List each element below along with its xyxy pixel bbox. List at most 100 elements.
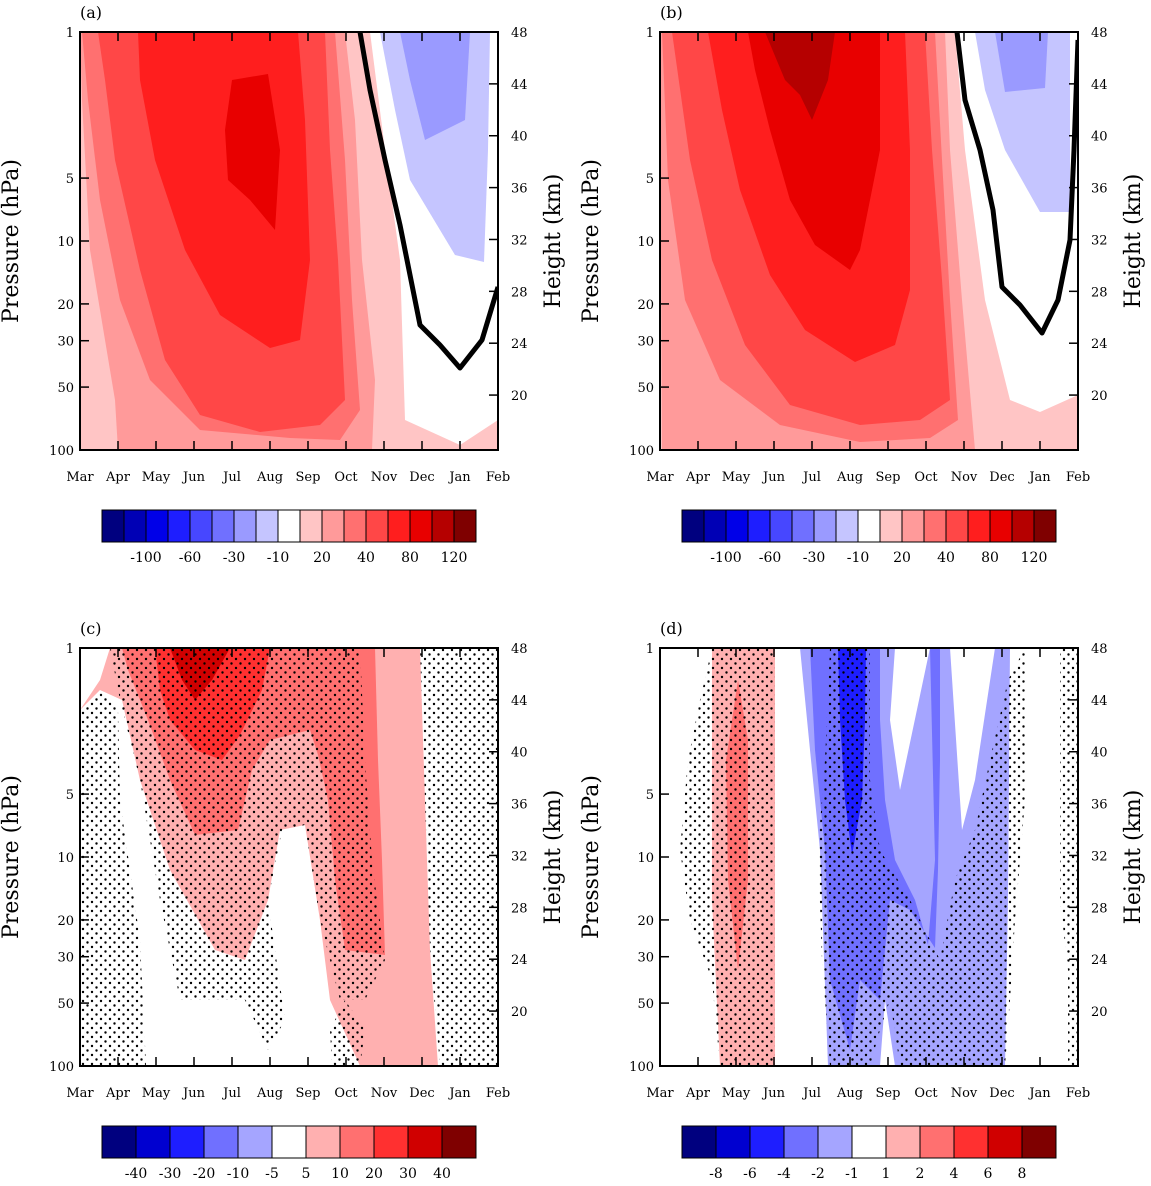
height-tick-label: 44 [1091,694,1108,709]
panel-c-stipple-bottom [330,1000,365,1066]
pressure-tick-label: 5 [66,788,74,803]
height-tick-label: 20 [511,389,528,404]
colorbar-box [299,509,323,543]
colorbar-label: 40 [357,550,375,566]
height-tick-label: 32 [511,233,528,248]
left-axis-label: Pressure (hPa) [579,775,604,939]
colorbar-label: 30 [399,1166,417,1181]
pressure-tick-label: 20 [637,298,654,313]
height-tick-label: 36 [1091,182,1108,197]
colorbar-label: 120 [1021,550,1048,566]
height-tick-label: 28 [511,285,528,300]
height-tick-label: 28 [1091,285,1108,300]
colorbar-label: 6 [984,1166,993,1181]
colorbar-label: -6 [743,1166,757,1181]
x-tick-label: Aug [836,470,863,485]
x-tick-label: Mar [66,1086,94,1101]
x-tick-label: Apr [685,470,711,485]
x-tick-label: Mar [646,470,674,485]
x-tick-label: Dec [409,1086,434,1101]
height-tick-label: 44 [511,694,528,709]
pressure-tick-label: 10 [637,235,654,250]
right-axis-label: Height (km) [541,174,566,309]
colorbar-label: -10 [847,550,870,566]
height-tick-label: 44 [511,78,528,93]
panel-b-field [660,32,1078,450]
colorbar-box [101,509,125,543]
pressure-tick-label: 10 [57,235,74,250]
colorbar-box [783,1125,819,1159]
panel-b-zero-contour [954,32,1078,336]
colorbar-box [387,509,411,543]
colorbar-box [233,509,257,543]
panel-b-label: (b) [660,3,683,22]
height-tick-label: 24 [1091,337,1108,352]
colorbar-label: -20 [193,1166,216,1181]
x-tick-label: Aug [836,1086,863,1101]
colorbar-box [953,1125,989,1159]
colorbar-box [339,1125,375,1159]
colorbar-box [715,1125,751,1159]
pressure-tick-label: 100 [49,1060,74,1075]
colorbar-box [1011,509,1035,543]
height-tick-label: 40 [511,746,528,761]
x-tick-label: Feb [486,1086,510,1101]
panel-b [659,31,1079,451]
colorbar-d: -8 -6 -4 -2 -1 1 2 4 6 8 [681,1125,1057,1182]
x-tick-label: Oct [914,470,938,485]
x-tick-label: Jun [181,470,206,485]
pressure-tick-label: 20 [637,914,654,929]
x-tick-label: Feb [1066,470,1090,485]
left-axis-label: Pressure (hPa) [579,159,604,323]
colorbar-box [145,509,169,543]
axes-layer: (a) Mar Apr May Jun Jul Aug Sep Oct Nov Dec Jan Feb 1… [0,3,1146,1101]
colorbar-box [373,1125,409,1159]
colorbar-box [989,509,1013,543]
colorbar-box [189,509,213,543]
panel-b-neg-10 [975,32,1070,212]
colorbar-box [749,1125,785,1159]
colorbar-label: 4 [950,1166,959,1181]
colorbar-layer: -100 -60 -30 -10 20 40 80 120 -100 -60 -30 -10 20 40 8… [101,509,1057,1182]
pressure-tick-label: 50 [637,381,654,396]
panel-a-zero-contour [357,32,498,371]
height-tick-label: 36 [511,182,528,197]
colorbar-label: 2 [916,1166,925,1181]
panel-d-field [660,648,1078,1066]
x-tick-label: Nov [371,1086,398,1101]
colorbar-box [919,1125,955,1159]
x-tick-label: Dec [409,470,434,485]
x-tick-label: Nov [371,470,398,485]
colorbar-box [409,509,433,543]
colorbar-box [343,509,367,543]
colorbar-box [407,1125,443,1159]
x-tick-label: Jul [221,1086,241,1101]
right-axis-label: Height (km) [1121,174,1146,309]
colorbar-label: 8 [1018,1166,1027,1181]
x-tick-label: Feb [486,470,510,485]
left-axis-label: Pressure (hPa) [0,159,24,323]
x-tick-label: Aug [256,470,283,485]
pressure-tick-label: 10 [57,851,74,866]
panel-c-label: (c) [80,619,101,638]
colorbar-label: 20 [893,550,911,566]
colorbar-box [431,509,455,543]
panel-a-field [80,32,498,450]
colorbar-label: -60 [759,550,782,566]
colorbar-box [901,509,925,543]
panel-a-axes: (a) Mar Apr May Jun Jul Aug Sep Oct Nov Dec Jan Feb 1… [0,3,566,485]
colorbar-b: -100 -60 -30 -10 20 40 80 120 [681,509,1057,566]
x-tick-label: Oct [914,1086,938,1101]
x-tick-label: Apr [685,1086,711,1101]
colorbar-label: 80 [401,550,419,566]
height-tick-label: 48 [511,26,528,41]
height-tick-label: 40 [511,130,528,145]
colorbar-box [255,509,279,543]
height-tick-label: 40 [1091,746,1108,761]
panel-c-stipple-main [110,648,385,1050]
height-tick-label: 48 [1091,26,1108,41]
height-tick-label: 36 [1091,798,1108,813]
pressure-tick-label: 1 [646,642,654,657]
colorbar-box [967,509,991,543]
x-tick-label: Dec [989,1086,1014,1101]
